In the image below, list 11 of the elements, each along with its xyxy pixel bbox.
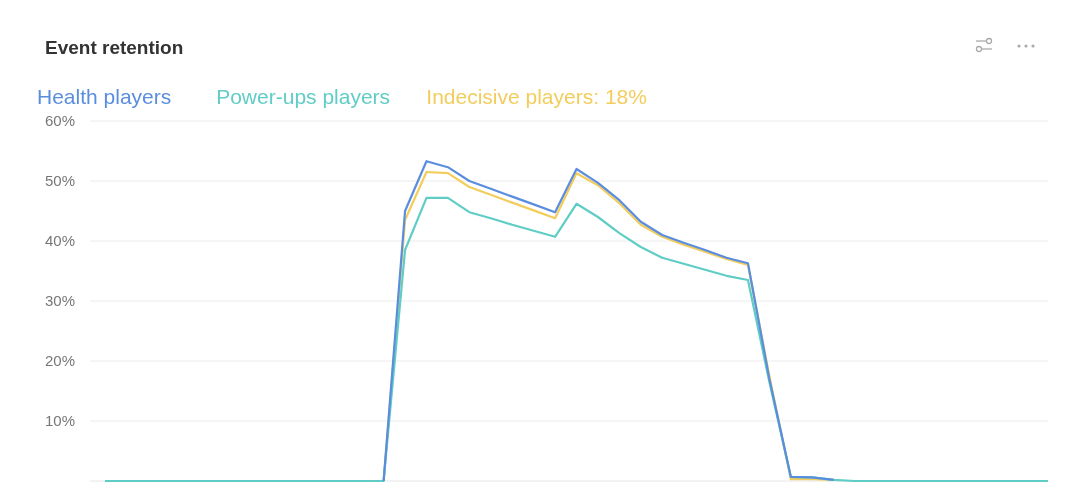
- text: Power-ups players: [216, 85, 391, 108]
- y-tick-label: 10%: [45, 412, 76, 430]
- y-tick-label: 60%: [45, 112, 76, 130]
- chart-title: Event retention: [45, 37, 184, 58]
- text: Health players: [37, 85, 172, 108]
- text: Indecisive players: 18%: [426, 85, 647, 108]
- y-tick-label: 20%: [45, 352, 76, 370]
- y-tick-label: 40%: [45, 232, 76, 250]
- y-tick-label: 50%: [45, 172, 76, 190]
- y-tick-label: 30%: [45, 292, 76, 310]
- line-series: [103, 196, 1050, 483]
